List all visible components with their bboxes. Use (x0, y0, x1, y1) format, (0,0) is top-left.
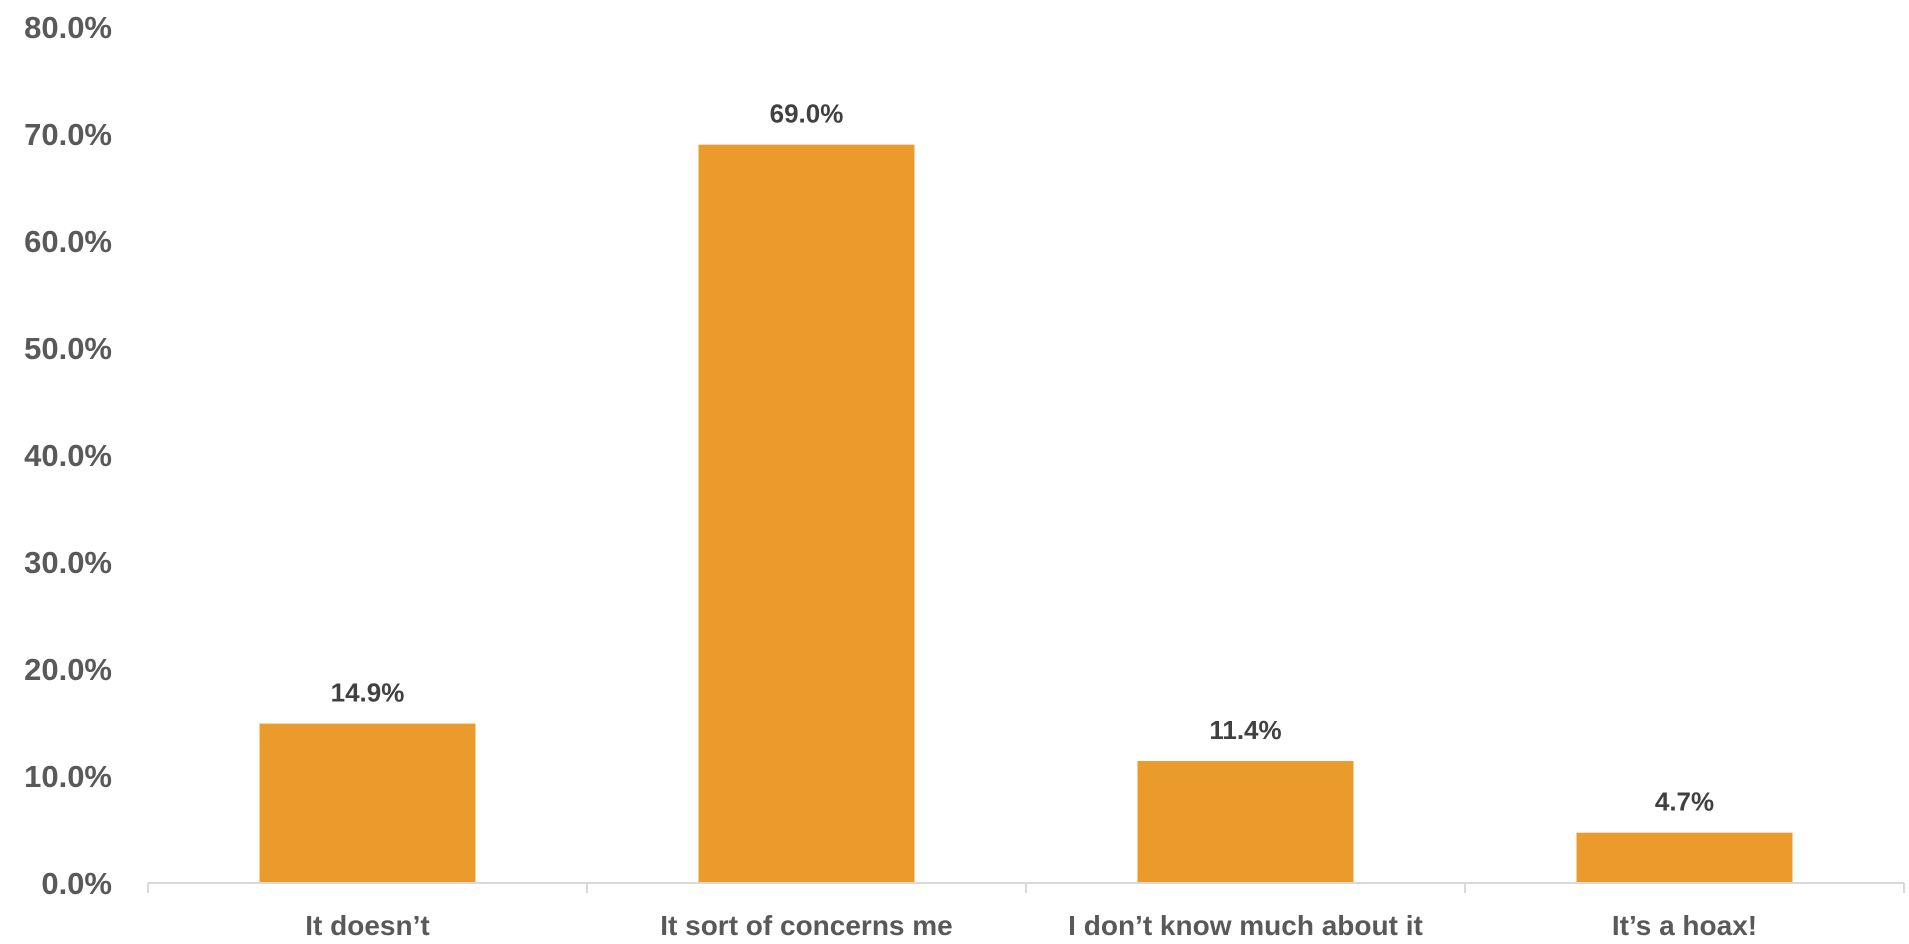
bars (259, 144, 1793, 883)
x-tick-label: It doesn’t (305, 910, 429, 941)
data-label: 14.9% (331, 678, 405, 708)
bar (1137, 761, 1354, 883)
y-tick-label: 70.0% (24, 117, 112, 152)
y-tick-label: 50.0% (24, 331, 112, 366)
y-tick-label: 30.0% (24, 545, 112, 580)
data-label: 69.0% (770, 99, 844, 129)
data-labels: 14.9% 69.0% 11.4% 4.7% (331, 99, 1715, 817)
data-label: 4.7% (1655, 787, 1714, 817)
bar (698, 144, 915, 883)
y-tick-label: 60.0% (24, 224, 112, 259)
y-axis-tick-labels: 0.0% 10.0% 20.0% 30.0% 40.0% 50.0% 60.0% 70.0% 8… (24, 10, 112, 901)
x-tick-label: I don’t know much about it (1068, 910, 1423, 941)
x-tick-label: It’s a hoax! (1612, 910, 1757, 941)
y-tick-label: 80.0% (24, 10, 112, 45)
y-tick-label: 10.0% (24, 759, 112, 794)
x-tick-label: It sort of concerns me (660, 910, 953, 941)
x-axis (147, 882, 1905, 893)
y-tick-label: 40.0% (24, 438, 112, 473)
y-tick-label: 20.0% (24, 652, 112, 687)
y-tick-label: 0.0% (41, 866, 112, 901)
data-label: 11.4% (1209, 715, 1281, 745)
bar (1576, 832, 1793, 883)
x-axis-tick-labels: It doesn’t It sort of concerns me I don’t … (305, 910, 1757, 941)
bar (259, 723, 476, 883)
